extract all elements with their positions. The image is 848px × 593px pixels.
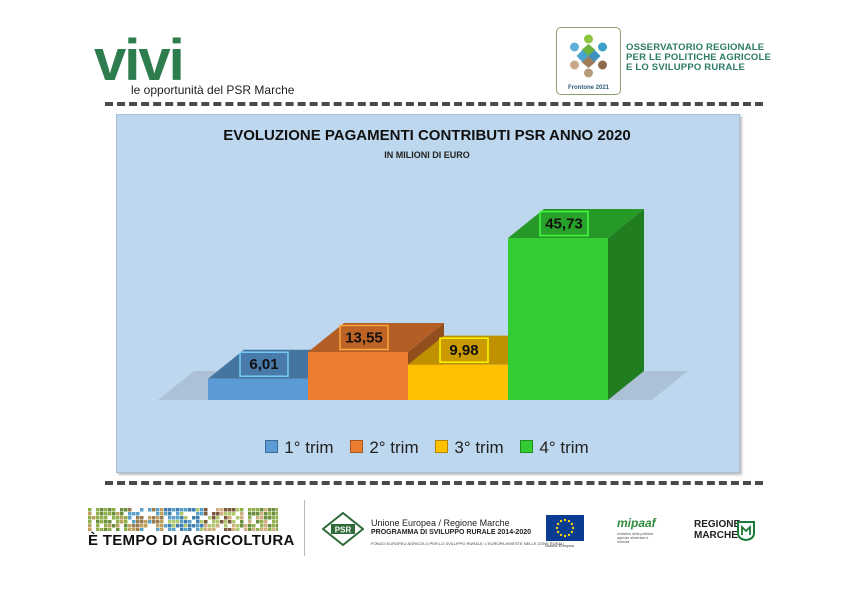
people-circle-icon [570,34,607,78]
eu-flag-icon [546,515,584,541]
observatory-line: OSSERVATORIO REGIONALE [626,42,765,53]
legend-swatch [435,440,449,453]
bar-value-label: 6,01 [239,351,289,377]
legend-item: 4° trim [520,438,589,458]
chart-title: EVOLUZIONE PAGAMENTI CONTRIBUTI PSR ANNO… [223,127,631,144]
bar-value-label: 9,98 [439,337,489,363]
svg-text:13,55: 13,55 [345,330,383,347]
legend-item: 2° trim [350,438,419,458]
vivi-logo: vivi [94,28,185,88]
bar-value-label: 13,55 [339,324,389,351]
chart-subtitle: IN MILIONI DI EURO [384,150,470,160]
legend-label: 2° trim [369,438,419,457]
programme-title: PROGRAMMA DI SVILUPPO RURALE 2014-2020 [371,529,531,536]
bar-4 [508,209,644,400]
mipaaf-logo: mipaaf [617,516,656,530]
badge-caption: Frontone 2021 [567,85,609,91]
agricoltura-mosaic-logo [88,508,278,531]
legend-swatch [265,440,279,453]
psr-logo: PSR [322,512,364,546]
svg-text:9,98: 9,98 [449,342,478,359]
observatory-logo: Frontone 2021 [556,27,621,95]
legend-swatch [520,440,534,453]
regione-line: MARCHE [694,530,738,541]
legend-item: 1° trim [265,438,334,458]
bar-value-label: 45,73 [539,210,589,237]
legend-label: 1° trim [284,438,334,457]
eu-caption: Unione Europea [545,543,574,548]
legend-label: 3° trim [454,438,504,457]
regione-marche-logo: REGIONE MARCHE [694,519,740,541]
top-divider [105,102,763,106]
svg-text:6,01: 6,01 [249,356,278,373]
observatory-title: OSSERVATORIO REGIONALE PER LE POLITICHE … [626,43,771,73]
legend-item: 3° trim [435,438,504,458]
legend-label: 4° trim [539,438,589,457]
mipaaf-caption: ministero delle politiche agricole alime… [617,532,654,544]
chart-legend: 1° trim 2° trim 3° trim 4° trim [116,438,738,458]
svg-text:vivi: vivi [94,28,183,88]
observatory-line: PER LE POLITICHE AGRICOLE [626,52,772,63]
observatory-line: E LO SVILUPPO RURALE [626,62,746,73]
bar-chart: 6,01 13,55 9,98 45,73 [158,209,688,400]
logo-tagline: le opportunità del PSR Marche [131,83,295,97]
fund-caption: FONDO EUROPEO AGRICOLO PER LO SVILUPPO R… [371,541,565,546]
regione-shield-icon [737,521,755,541]
ue-title: Unione Europea / Regione Marche [371,518,510,528]
footer-separator [304,500,305,556]
regione-line: REGIONE [694,519,741,530]
legend-swatch [350,440,364,453]
svg-text:45,73: 45,73 [545,216,583,233]
bottom-divider [105,481,763,485]
agricoltura-slogan: È TEMPO DI AGRICOLTURA [88,532,295,549]
svg-text:PSR: PSR [335,526,352,535]
